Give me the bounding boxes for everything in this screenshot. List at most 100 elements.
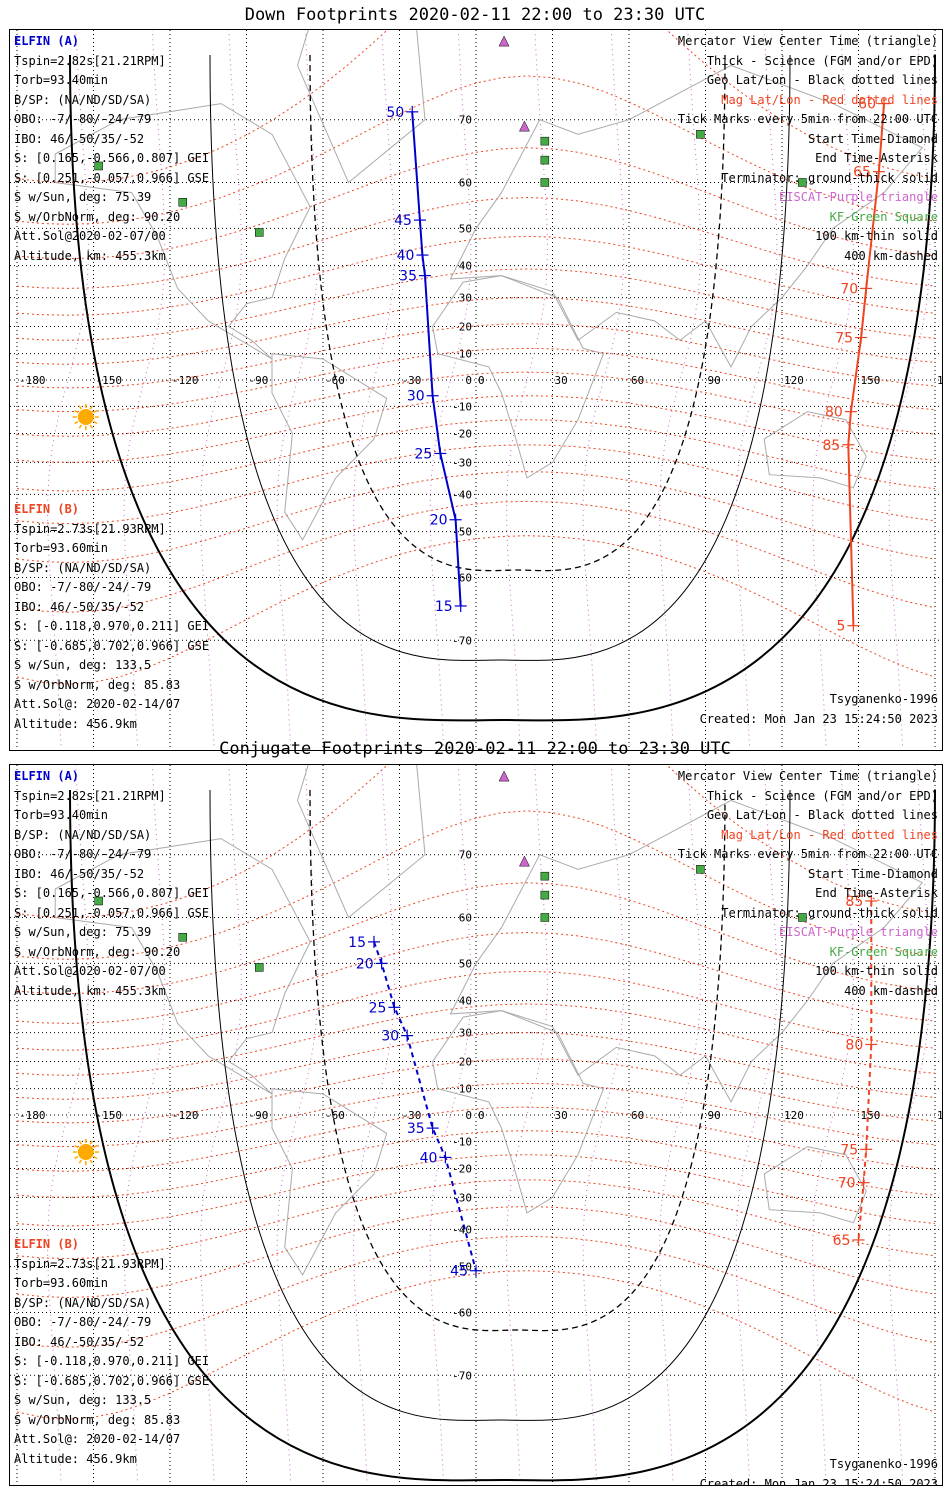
- elfin-a-info: ELFIN (A) Tspin=2.82s[21.21RPM] Torb=93.…: [14, 767, 209, 1001]
- sun-ray: [78, 405, 82, 410]
- kf-square: [696, 865, 705, 874]
- lat-tick-label: -70: [452, 1369, 472, 1382]
- continent-outline: [54, 103, 311, 360]
- legend-item: Thick - Science (FGM and/or EPD): [706, 788, 938, 803]
- elfin-b-line: Att.Sol@: 2020-02-14/07: [14, 1432, 181, 1446]
- elfin-b-tick-label: 80: [825, 405, 843, 421]
- legend-item: EISCAT-Purple triangle: [779, 925, 938, 939]
- lat-tick-label: -20: [452, 1162, 472, 1175]
- elfin-b-line: S w/OrbNorm, deg: 85.83: [14, 677, 181, 692]
- sun-ray: [89, 405, 93, 410]
- elfin-a-name: ELFIN (A): [14, 769, 80, 783]
- lon-tick-label: 180: [937, 374, 942, 387]
- elfin-a-line: Tspin=2.82s[21.21RPM]: [14, 53, 166, 68]
- elfin-b-track: [857, 901, 873, 1240]
- mag-parallel: [16, 1154, 936, 1227]
- mag-parallel: [16, 471, 936, 564]
- elfin-a-line: S w/Sun, deg: 75.39: [14, 925, 152, 939]
- created-date: Created: Mon Jan 23 15:24:50 2023: [699, 1476, 938, 1486]
- mag-meridian: [123, 765, 166, 1481]
- lon-tick-label: -30: [401, 374, 421, 387]
- mag-parallel: [16, 1235, 936, 1348]
- elfin-a-line: IBO: 46/-50/35/-52: [14, 866, 145, 881]
- sun-ray: [78, 1159, 82, 1164]
- sun-ray: [93, 420, 98, 425]
- elfin-b-line: IBO: 46/-50/35/-52: [14, 1334, 145, 1349]
- lat-tick-label: 70: [459, 849, 472, 862]
- elfin-a-name: ELFIN (A): [14, 34, 80, 48]
- lon-tick-label: 120: [784, 1109, 804, 1122]
- elfin-b-tick-label: 5: [836, 619, 845, 635]
- elfin-b-tick-label: 70: [840, 281, 858, 297]
- sun-ray: [78, 424, 82, 429]
- elfin-b-line: B/SP: (NA/ND/SD/SA): [14, 1295, 152, 1310]
- sun-ray: [78, 1140, 82, 1145]
- continent-outline: [271, 353, 388, 541]
- lon-tick-label: -180: [19, 374, 45, 387]
- legend-item: 100 km-thin solid: [815, 229, 938, 243]
- elfin-b-name: ELFIN (B): [14, 1237, 80, 1251]
- terminator-ground: [69, 789, 936, 1482]
- elfin-b-line: OBO: -7/-80/-24/-79: [14, 580, 152, 594]
- conjugate-footprints-map: -180-150-120-90-60-300306090120150180706…: [9, 764, 943, 1486]
- elfin-b-line: S w/Sun, deg: 133.5: [14, 658, 152, 672]
- lat-tick-label: 40: [459, 260, 472, 273]
- legend-item: Mercator View Center Time (triangle): [677, 34, 938, 48]
- lat-tick-label: 10: [459, 348, 472, 361]
- terminator-100km: [209, 789, 791, 1421]
- mag-meridian: [276, 765, 319, 1481]
- kf-square: [178, 932, 187, 942]
- terminator-400km: [309, 54, 726, 572]
- kf-square: [254, 228, 264, 237]
- elfin-a-line: B/SP: (NA/ND/SD/SA): [14, 827, 152, 842]
- sun-ray: [89, 1140, 93, 1145]
- continent-outline: [449, 64, 924, 368]
- continent-outline: [54, 838, 311, 1095]
- map-canvas: -180-150-120-90-60-300306090120150180706…: [10, 765, 942, 1485]
- legend-item: End Time-Asterisk: [815, 151, 938, 165]
- elfin-a-info: ELFIN (A) Tspin=2.82s[21.21RPM] Torb=93.…: [14, 32, 209, 266]
- elfin-b-tick-label: 65: [853, 165, 871, 181]
- lat-tick-label: -70: [452, 634, 472, 647]
- elfin-a-tick-label: 15: [348, 935, 366, 951]
- mag-meridian: [353, 765, 395, 1481]
- legend-item: Start Time-Diamond: [807, 131, 938, 146]
- elfin-a-line: S: [0.165,-0.566,0.807] GEI: [14, 151, 210, 165]
- elfin-b-info: ELFIN (B) Tspin=2.73s[21.93RPM] Torb=93.…: [14, 500, 209, 734]
- mag-meridian: [506, 765, 548, 1481]
- lat-tick-label: 60: [459, 911, 472, 924]
- continent-outline: [296, 765, 426, 919]
- elfin-a-tick-label: 15: [435, 599, 453, 615]
- lat-tick-label: 10: [459, 1083, 472, 1096]
- elfin-b-tick-label: 80: [845, 1037, 863, 1053]
- elfin-a-tick-label: 35: [399, 269, 417, 285]
- elfin-a-line: OBO: -7/-80/-24/-79: [14, 847, 152, 861]
- eiscat-triangle: [498, 35, 510, 47]
- kf-square: [178, 197, 187, 207]
- lat-tick-label: 50: [459, 957, 472, 970]
- eiscat-triangle: [519, 855, 530, 867]
- elfin-b-line: S: [-0.118,0.970,0.211] GEI: [14, 619, 210, 633]
- kf-square: [94, 161, 103, 171]
- legend-item: 400 km-dashed: [844, 983, 938, 998]
- lon-tick-label: 30: [555, 374, 568, 387]
- lat-tick-label: -10: [452, 1135, 472, 1148]
- lat-tick-label: 60: [459, 176, 472, 189]
- lat-tick-label: -10: [452, 400, 472, 413]
- elfin-b-info: ELFIN (B) Tspin=2.73s[21.93RPM] Torb=93.…: [14, 1235, 209, 1469]
- elfin-b-line: Torb=93.60min: [14, 1276, 108, 1290]
- elfin-a-line: B/SP: (NA/ND/SD/SA): [14, 92, 152, 107]
- legend-item: 400 km-dashed: [844, 248, 938, 263]
- elfin-a-line: Att.Sol@2020-02-07/00: [14, 229, 166, 243]
- continent-outline: [271, 1088, 388, 1276]
- kf-square: [94, 896, 103, 906]
- elfin-a-track: [373, 941, 477, 1271]
- legend-item: Start Time-Diamond: [807, 866, 938, 881]
- lon-tick-label: -60: [325, 1109, 345, 1122]
- terminator-400km: [309, 789, 726, 1332]
- mag-parallel: [16, 395, 936, 463]
- lat-tick-label: 20: [459, 321, 472, 334]
- kf-square: [540, 155, 550, 165]
- mag-meridian: [735, 30, 778, 746]
- elfin-b-line: Tspin=2.73s[21.93RPM]: [14, 521, 166, 536]
